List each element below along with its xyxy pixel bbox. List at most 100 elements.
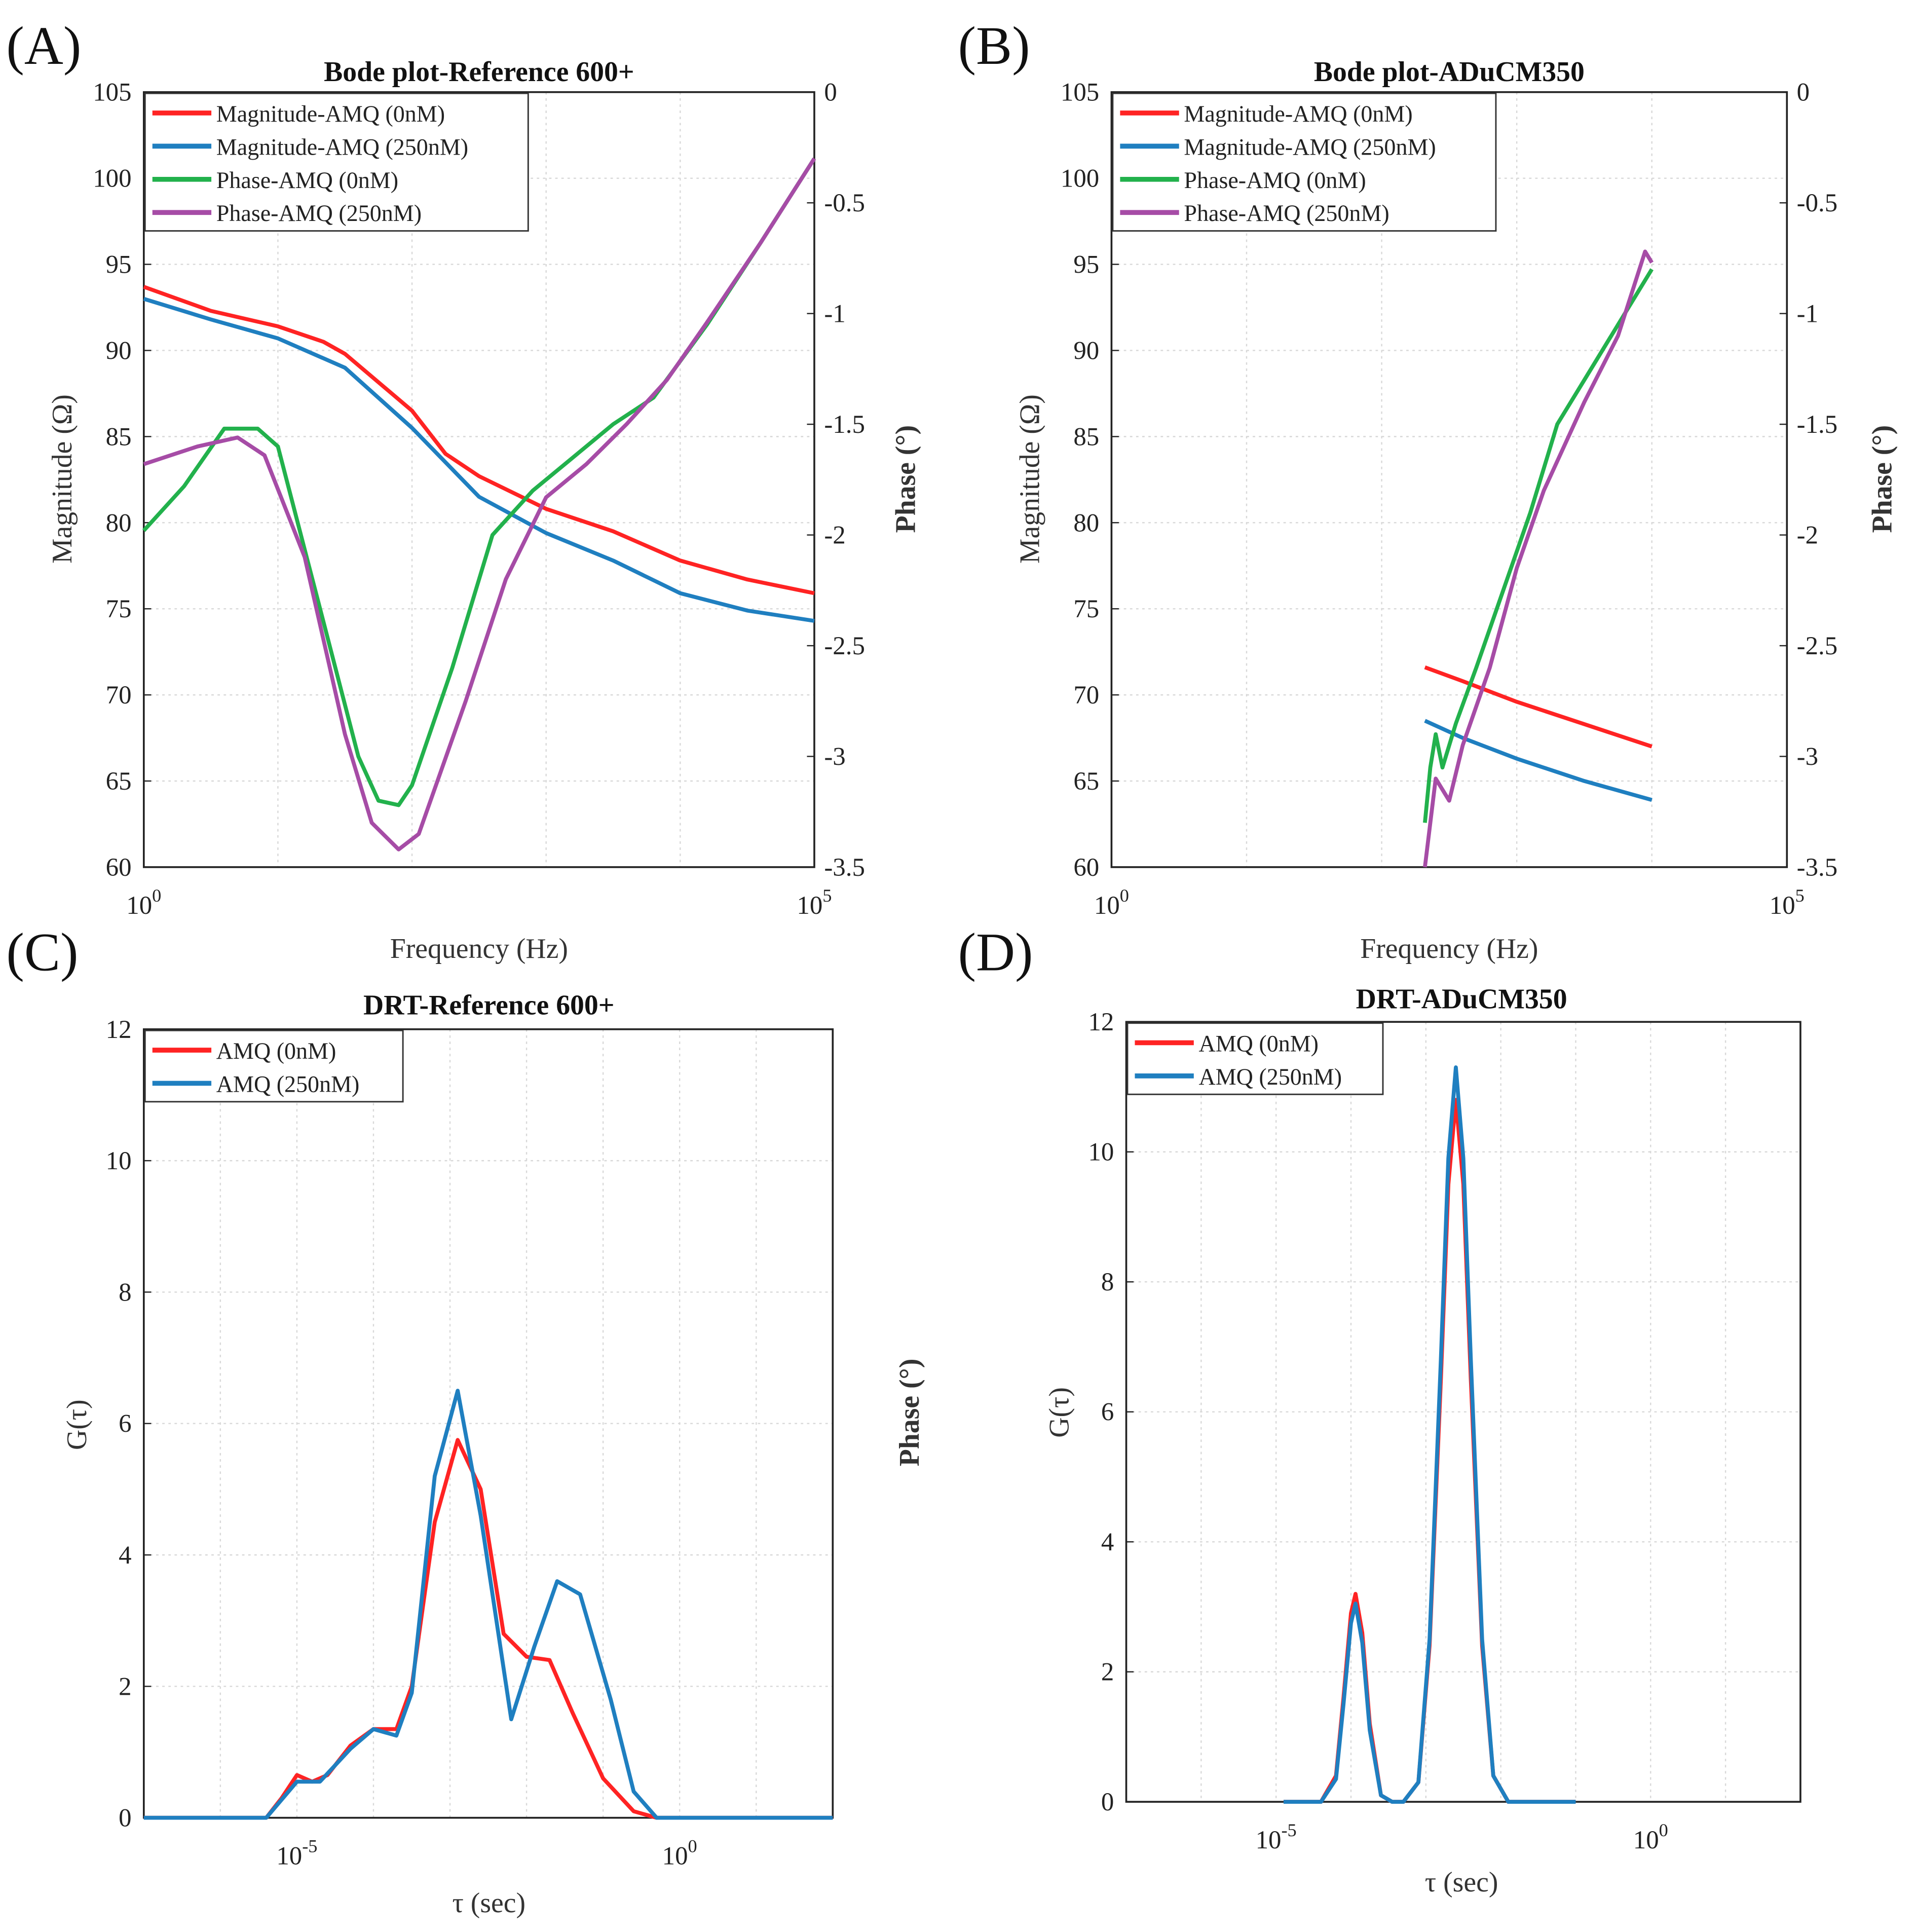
series-line-amq-250nm- — [143, 1389, 833, 1820]
tick-base: 10 — [662, 1842, 688, 1871]
y-tick-label: 90 — [1073, 337, 1099, 365]
y-right-axis-label: Phase (°) — [1866, 425, 1898, 533]
y-tick-label: 8 — [119, 1278, 131, 1307]
y-tick-label: 80 — [1073, 509, 1099, 537]
y-axis-label: Magnitude (Ω) — [1014, 394, 1045, 564]
y-tick-label: 105 — [1061, 79, 1099, 107]
series-line-magnitude-amq-250nm- — [143, 296, 815, 623]
plot-frame — [142, 91, 815, 868]
y-tick-label: 80 — [106, 509, 132, 537]
tick-base: 10 — [1094, 891, 1120, 920]
x-tick-label: 100 — [1633, 1820, 1668, 1854]
y-right-tick-label: 0 — [824, 79, 837, 107]
y-right-tick-label: 0 — [1797, 79, 1810, 107]
legend-entry: Phase-AMQ (250nM) — [1184, 200, 1389, 226]
y-tick-label: 75 — [106, 595, 132, 623]
tick-exponent: 0 — [152, 885, 161, 906]
x-axis-label: τ (sec) — [452, 1887, 525, 1919]
y-right-tick-label: -3 — [824, 742, 845, 771]
legend-entry: Magnitude-AMQ (0nM) — [216, 101, 445, 127]
y-right-tick-label: -0.5 — [1797, 189, 1838, 217]
legend-entry: AMQ (0nM) — [216, 1038, 336, 1064]
y-tick-label: 60 — [1073, 853, 1099, 882]
y-tick-label: 4 — [119, 1541, 131, 1570]
y-tick-label: 8 — [1101, 1268, 1114, 1296]
y-tick-label: 105 — [93, 79, 131, 107]
y-tick-label: 0 — [1101, 1788, 1114, 1816]
series-line-phase-amq-0nm- — [1423, 268, 1654, 823]
tick-exponent: -5 — [302, 1836, 317, 1856]
panel-label: (C) — [6, 922, 78, 982]
x-axis-label: Frequency (Hz) — [1360, 933, 1538, 964]
y-right-tick-label: -2.5 — [1797, 632, 1838, 660]
y-tick-label: 70 — [106, 681, 132, 710]
x-tick-label: 10-5 — [1256, 1820, 1297, 1854]
series-line-magnitude-amq-0nm- — [1424, 665, 1652, 749]
y-tick-label: 90 — [106, 337, 132, 365]
tick-base: 10 — [1633, 1826, 1659, 1854]
legend — [144, 1029, 404, 1103]
y-axis-label: G(τ) — [61, 1399, 93, 1450]
x-axis-label: τ (sec) — [1425, 1867, 1498, 1898]
legend-entry: AMQ (250nM) — [1198, 1064, 1342, 1090]
panel-label: (A) — [6, 16, 81, 76]
tick-exponent: 5 — [1795, 885, 1805, 906]
y-tick-label: 10 — [106, 1147, 132, 1175]
y-tick-label: 12 — [106, 1016, 132, 1044]
y-right-tick-label: -2 — [824, 522, 845, 550]
tick-exponent: 0 — [1659, 1820, 1668, 1840]
y-tick-label: 85 — [106, 423, 132, 451]
y-right-tick-label: -2.5 — [824, 632, 865, 660]
y-tick-label: 10 — [1088, 1138, 1114, 1167]
series-line-magnitude-amq-250nm- — [1424, 719, 1652, 802]
x-tick-label: 105 — [1770, 885, 1805, 920]
y-tick-label: 85 — [1073, 423, 1099, 451]
legend-entry: Phase-AMQ (0nM) — [1184, 167, 1366, 193]
legend-entry: Magnitude-AMQ (250nM) — [1184, 134, 1436, 160]
y-axis-label: Magnitude (Ω) — [47, 394, 78, 564]
x-tick-label: 100 — [662, 1836, 697, 1870]
series-line-phase-amq-250nm- — [143, 157, 816, 851]
y-right-axis-label: Phase (°) — [890, 425, 922, 533]
legend-entry: AMQ (250nM) — [216, 1071, 360, 1097]
chart-title: Bode plot-Reference 600+ — [324, 56, 634, 88]
y-right-tick-label: -2 — [1797, 522, 1818, 550]
y-tick-label: 2 — [1101, 1658, 1114, 1687]
y-tick-label: 95 — [1073, 251, 1099, 279]
y-tick-label: 12 — [1088, 1008, 1114, 1036]
y-right-tick-label: -1.5 — [1797, 411, 1838, 439]
y-tick-label: 2 — [119, 1673, 131, 1701]
chart-title: DRT-ADuCM350 — [1356, 984, 1567, 1015]
legend-entry: Phase-AMQ (0nM) — [216, 167, 398, 193]
y-tick-label: 65 — [1073, 767, 1099, 796]
legend-entry: Phase-AMQ (250nM) — [216, 200, 422, 226]
y-tick-label: 6 — [119, 1410, 131, 1438]
legend — [1112, 92, 1497, 232]
legend-entry: AMQ (0nM) — [1198, 1030, 1319, 1056]
tick-exponent: 0 — [1120, 885, 1129, 906]
series-line-amq-250nm- — [1283, 1065, 1576, 1804]
plot-frame — [1110, 91, 1788, 868]
y-tick-label: 60 — [106, 853, 132, 882]
y-right-tick-label: -0.5 — [824, 189, 865, 217]
tick-base: 10 — [1770, 891, 1795, 920]
legend-entry: Magnitude-AMQ (250nM) — [216, 134, 468, 160]
x-tick-label: 105 — [797, 885, 832, 920]
x-tick-label: 10-5 — [276, 1836, 317, 1870]
y-right-tick-label: -3.5 — [824, 853, 865, 882]
panel-B: 6065707580859095100105-3.5-3-2.5-2-1.5-1… — [958, 16, 1898, 964]
tick-base: 10 — [1256, 1826, 1282, 1854]
panel-A: 6065707580859095100105-3.5-3-2.5-2-1.5-1… — [6, 16, 921, 964]
chart-title: Bode plot-ADuCM350 — [1314, 56, 1585, 88]
x-tick-label: 100 — [126, 885, 161, 920]
y-right-tick-label: -1 — [1797, 300, 1818, 328]
y-tick-label: 0 — [119, 1804, 131, 1833]
panel-label: (D) — [958, 922, 1033, 982]
y-tick-label: 100 — [1061, 165, 1099, 193]
y-right-tick-label: -1.5 — [824, 411, 865, 439]
y-tick-label: 70 — [1073, 681, 1099, 710]
tick-exponent: -5 — [1281, 1820, 1296, 1840]
series-line-phase-amq-250nm- — [1423, 249, 1654, 868]
